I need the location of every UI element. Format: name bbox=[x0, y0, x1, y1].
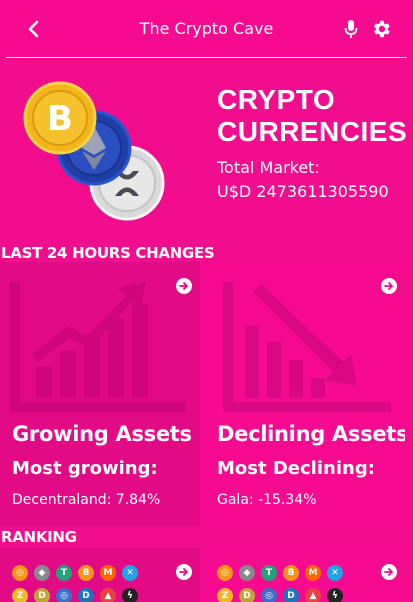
growing-assets-card[interactable]: Growing Assets Most growing: Decentralan… bbox=[0, 262, 200, 527]
coin-icon: ϟ bbox=[327, 588, 343, 602]
bitcoin-icon: B bbox=[283, 565, 299, 581]
coin-icon: ◎ bbox=[56, 588, 72, 602]
arrow-right-circle-icon[interactable] bbox=[381, 278, 397, 294]
avalanche-icon: ▲ bbox=[100, 588, 116, 602]
back-icon[interactable] bbox=[22, 17, 46, 41]
growing-assets-title: Growing Assets bbox=[12, 422, 192, 446]
tether-icon: T bbox=[56, 565, 72, 581]
bitcoin-icon: B bbox=[23, 81, 97, 155]
top-bar: The Crypto Cave bbox=[0, 0, 413, 58]
arrow-right-circle-icon[interactable] bbox=[176, 278, 192, 294]
dogecoin-icon: D bbox=[34, 588, 50, 602]
hero-title: CRYPTO CURRENCIES bbox=[217, 84, 408, 147]
svg-text:B: B bbox=[47, 99, 73, 139]
microphone-icon[interactable] bbox=[343, 19, 359, 39]
coin-icon: ◎ bbox=[261, 588, 277, 602]
xrp-icon: ✕ bbox=[327, 565, 343, 581]
most-growing-value: Decentraland: 7.84% bbox=[12, 492, 161, 508]
dash-icon: D bbox=[78, 588, 94, 602]
growth-chart-icon bbox=[8, 274, 188, 414]
coin-icon: ◎ bbox=[12, 565, 28, 581]
xrp-icon: ✕ bbox=[122, 565, 138, 581]
tether-icon: T bbox=[261, 565, 277, 581]
section-changes-label: LAST 24 HOURS CHANGES bbox=[1, 244, 215, 262]
most-declining-label: Most Declining: bbox=[217, 458, 375, 479]
hero-section: B CRYPTO CURRENCIES Total Market: U$D 24… bbox=[0, 58, 413, 244]
ethereum-icon: ◆ bbox=[34, 565, 50, 581]
zcash-icon: Z bbox=[217, 588, 233, 602]
coin-icon: ◎ bbox=[217, 565, 233, 581]
most-growing-label: Most growing: bbox=[12, 458, 158, 479]
ethereum-icon: ◆ bbox=[239, 565, 255, 581]
coin-icon: ϟ bbox=[122, 588, 138, 602]
coins-illustration: B bbox=[22, 80, 172, 225]
zcash-icon: Z bbox=[12, 588, 28, 602]
dash-icon: D bbox=[283, 588, 299, 602]
avalanche-icon: ▲ bbox=[305, 588, 321, 602]
ranking-card-left[interactable]: ◎ ◆ T B M ✕ Z D ◎ D ▲ ϟ bbox=[0, 548, 200, 602]
dogecoin-icon: D bbox=[239, 588, 255, 602]
bitcoin-icon: B bbox=[78, 565, 94, 581]
most-declining-value: Gala: -15.34% bbox=[217, 492, 317, 508]
decline-chart-icon bbox=[213, 274, 393, 414]
declining-assets-card[interactable]: Declining Assets Most Declining: Gala: -… bbox=[205, 262, 405, 527]
gear-icon[interactable] bbox=[370, 18, 392, 40]
arrow-right-circle-icon[interactable] bbox=[176, 564, 192, 580]
section-ranking-label: RANKING bbox=[1, 528, 77, 546]
monero-icon: M bbox=[100, 565, 116, 581]
total-market-label: Total Market: bbox=[217, 158, 320, 177]
arrow-right-circle-icon[interactable] bbox=[381, 564, 397, 580]
monero-icon: M bbox=[305, 565, 321, 581]
header-divider bbox=[6, 57, 407, 58]
declining-assets-title: Declining Assets bbox=[217, 422, 405, 446]
app-title: The Crypto Cave bbox=[139, 19, 274, 38]
ranking-card-right[interactable]: ◎ ◆ T B M ✕ Z D ◎ D ▲ ϟ bbox=[205, 548, 405, 602]
total-market-value: U$D 2473611305590 bbox=[217, 182, 389, 201]
